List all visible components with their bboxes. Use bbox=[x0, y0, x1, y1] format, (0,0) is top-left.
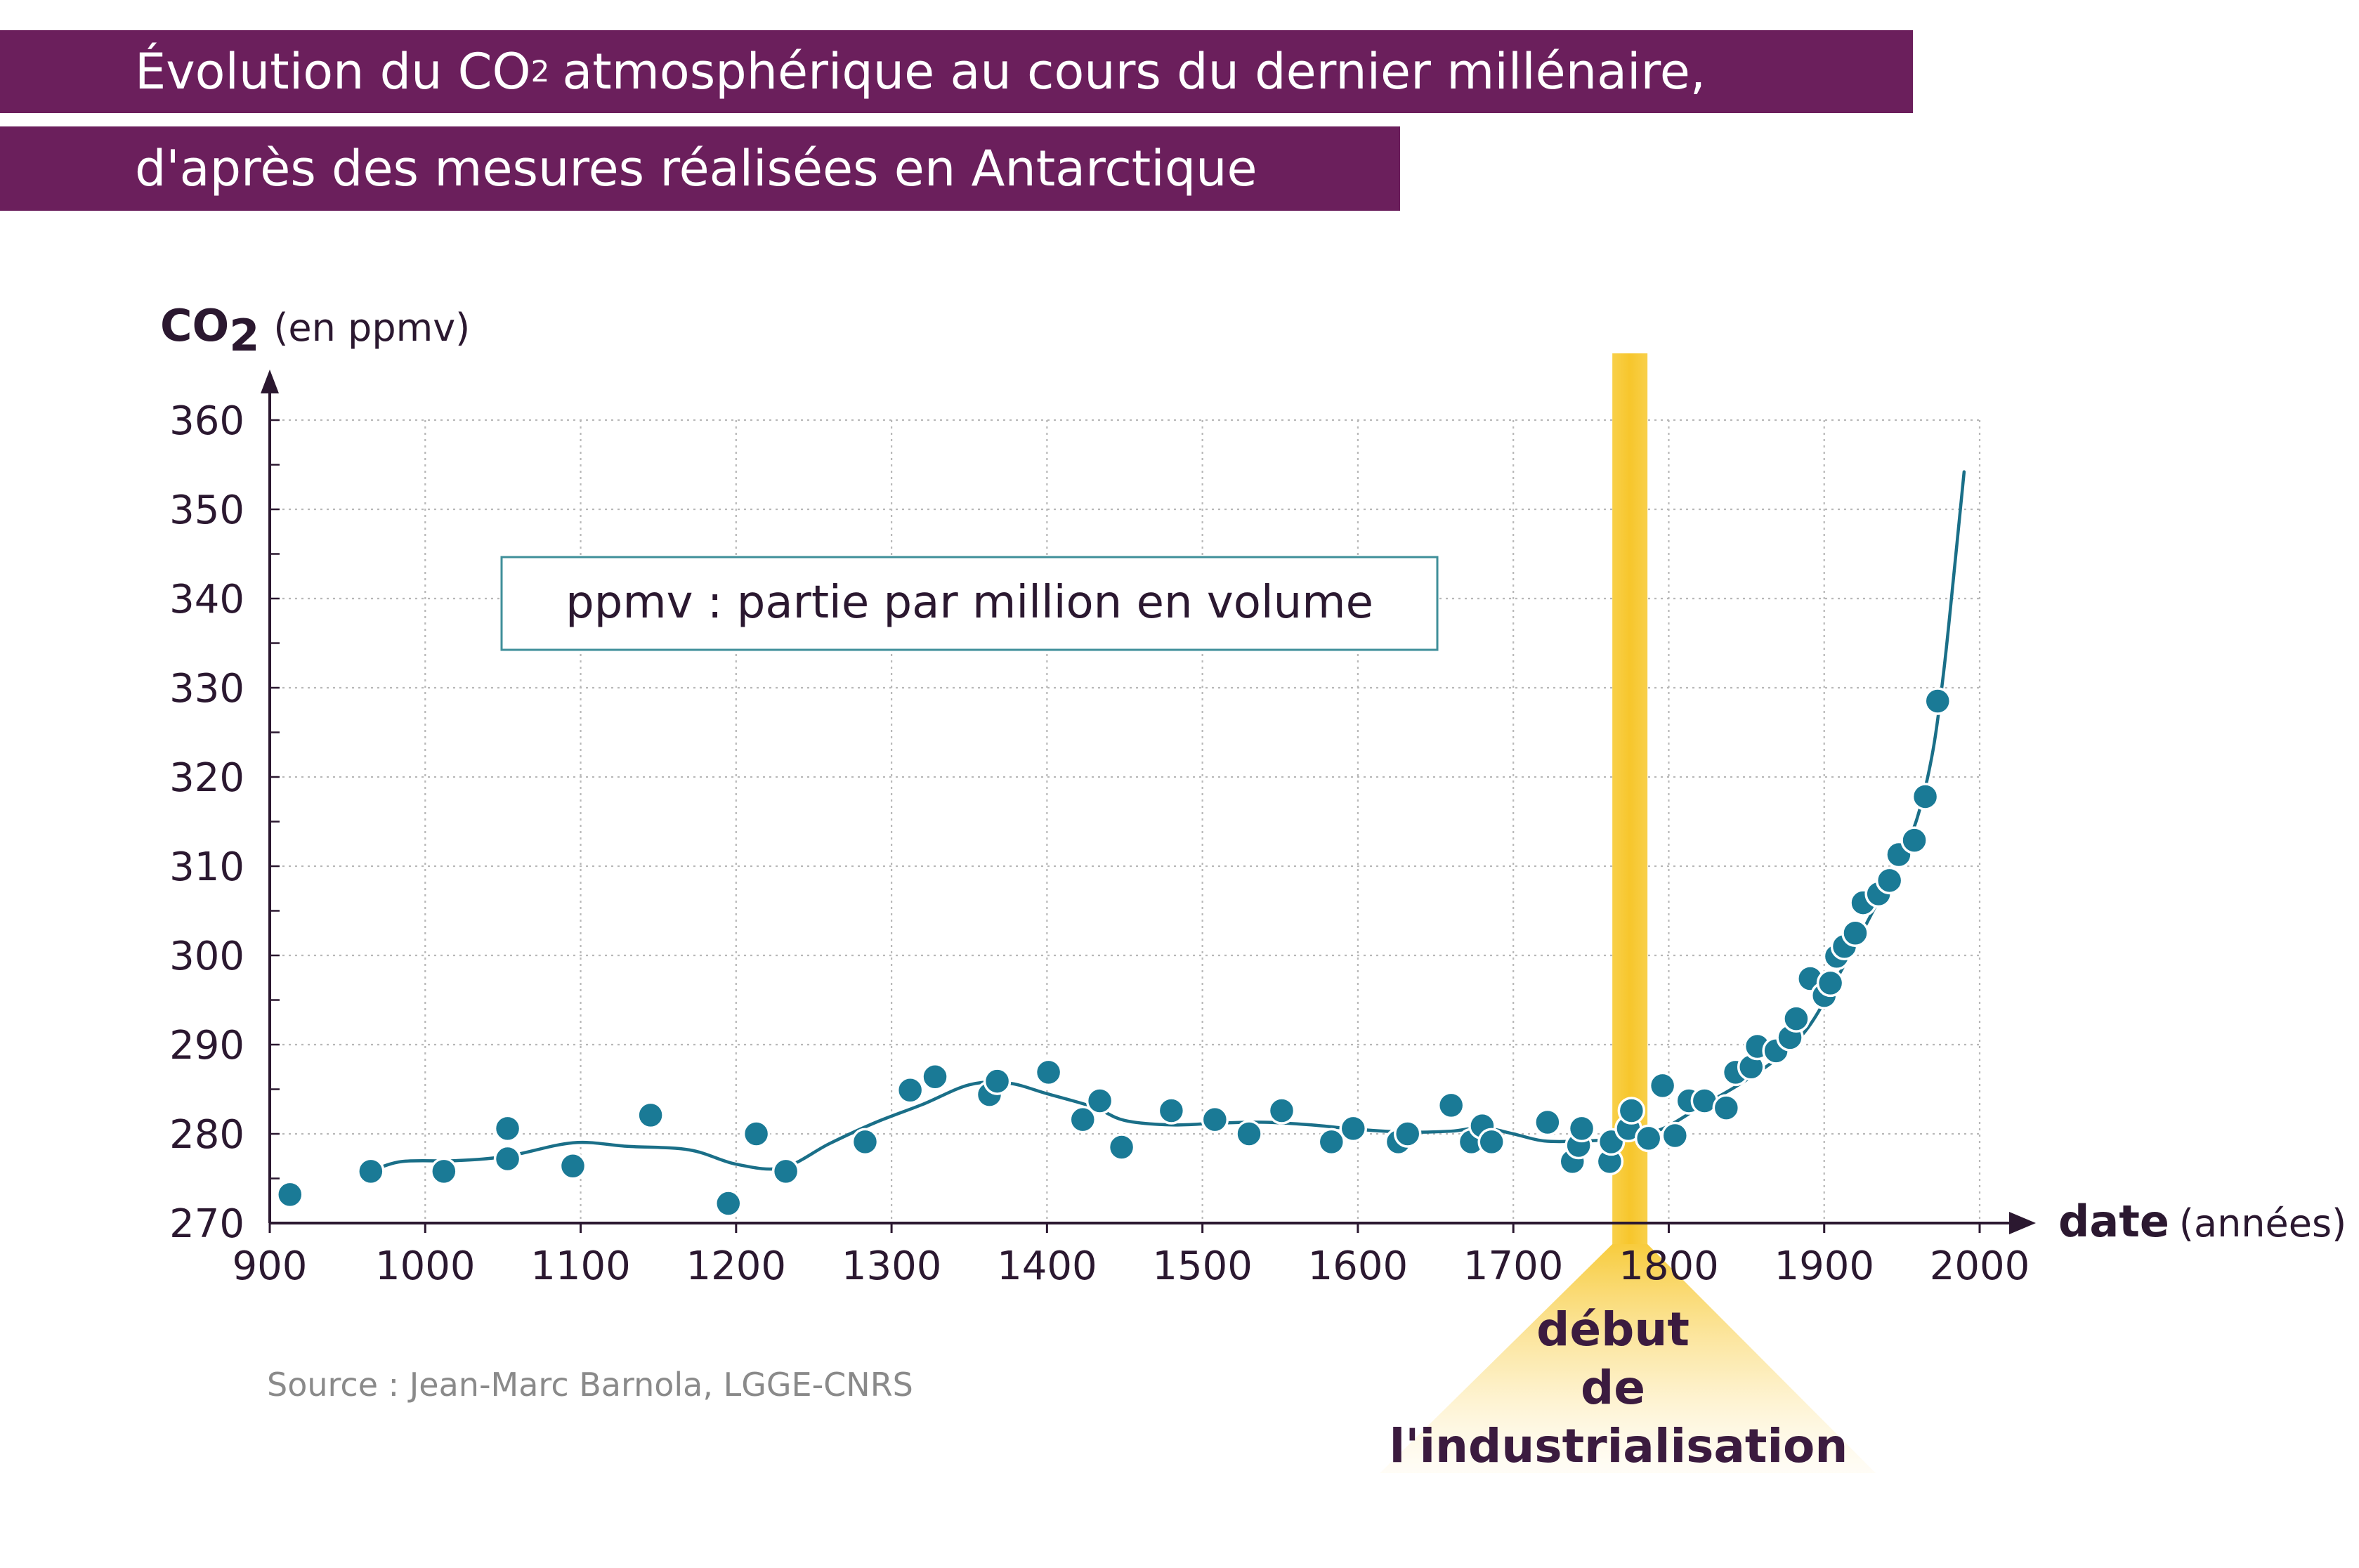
data-point-30 bbox=[1477, 1128, 1505, 1156]
data-point-59 bbox=[1875, 866, 1904, 895]
data-point-10 bbox=[851, 1128, 880, 1156]
y-tick-label-280: 280 bbox=[169, 1112, 244, 1158]
data-point-56 bbox=[1841, 919, 1869, 947]
data-point-27 bbox=[1437, 1091, 1465, 1120]
y-tick-label-330: 330 bbox=[169, 666, 244, 712]
y-tick-label-300: 300 bbox=[169, 934, 244, 979]
data-points bbox=[276, 687, 1952, 1217]
data-point-23 bbox=[1317, 1128, 1346, 1156]
x-tick-label-1300: 1300 bbox=[842, 1243, 942, 1289]
note-box-frame bbox=[500, 556, 1439, 651]
data-point-1 bbox=[357, 1157, 385, 1186]
title-line-1-pre: Évolution du CO bbox=[135, 43, 531, 100]
data-point-15 bbox=[1034, 1058, 1063, 1087]
y-axis-title: CO2 (en ppmv) bbox=[160, 300, 470, 361]
data-point-63 bbox=[1923, 687, 1952, 715]
data-point-53 bbox=[1816, 969, 1845, 998]
note-box: ppmv : partie par million en volume bbox=[500, 556, 1439, 651]
y-minor-ticks bbox=[270, 419, 280, 1224]
y-axis-title-subscript: 2 bbox=[229, 310, 259, 361]
y-axis-title-unit: (en ppmv) bbox=[273, 306, 470, 350]
y-tick-labels: 270 280 290 300 310 320 330 340 350 360 bbox=[169, 398, 244, 1247]
data-point-41 bbox=[1661, 1121, 1690, 1150]
data-point-14 bbox=[983, 1067, 1012, 1095]
data-point-40 bbox=[1648, 1071, 1677, 1100]
data-point-8 bbox=[742, 1120, 771, 1148]
industrialisation-line-1: début bbox=[1536, 1302, 1690, 1357]
y-tick-label-340: 340 bbox=[169, 577, 244, 622]
data-point-5 bbox=[558, 1151, 587, 1180]
x-tick-label-1100: 1100 bbox=[530, 1243, 631, 1289]
y-tick-label-310: 310 bbox=[169, 844, 244, 890]
x-tick-label-1600: 1600 bbox=[1308, 1243, 1409, 1289]
x-tick-label-1900: 1900 bbox=[1774, 1243, 1874, 1289]
x-tick-label-1000: 1000 bbox=[375, 1243, 476, 1289]
industrialisation-line-2: de bbox=[1581, 1361, 1645, 1415]
title-line-1-post: atmosphérique au cours du dernier millén… bbox=[562, 43, 1706, 100]
x-axis-title-unit: (années) bbox=[2179, 1201, 2346, 1246]
x-axis-title-date: date bbox=[2058, 1196, 2169, 1247]
data-point-34 bbox=[1567, 1114, 1596, 1143]
data-point-3 bbox=[493, 1114, 522, 1143]
y-tick-label-350: 350 bbox=[169, 488, 244, 533]
industrialisation-line-3: l'industrialisation bbox=[1390, 1419, 1848, 1473]
x-axis-title: date (années) bbox=[2058, 1196, 2346, 1247]
data-point-20 bbox=[1201, 1105, 1229, 1134]
data-point-6 bbox=[636, 1101, 665, 1130]
x-tick-label-900: 900 bbox=[233, 1243, 308, 1289]
data-point-31 bbox=[1534, 1108, 1562, 1137]
data-point-18 bbox=[1107, 1133, 1136, 1161]
x-tick-label-1400: 1400 bbox=[997, 1243, 1097, 1289]
data-point-16 bbox=[1069, 1105, 1097, 1134]
data-point-19 bbox=[1157, 1097, 1186, 1125]
x-tick-label-2000: 2000 bbox=[1930, 1243, 2030, 1289]
y-tick-label-290: 290 bbox=[169, 1023, 244, 1069]
data-point-50 bbox=[1782, 1005, 1810, 1033]
data-point-26 bbox=[1393, 1120, 1422, 1148]
data-point-0 bbox=[276, 1180, 304, 1209]
note-text: ppmv : partie par million en volume bbox=[566, 577, 1373, 629]
title-line-1: Évolution du CO 2 atmosphérique au cours d… bbox=[0, 30, 1913, 113]
data-point-2 bbox=[430, 1157, 458, 1186]
y-tick-label-270: 270 bbox=[169, 1201, 244, 1247]
x-axis-arrow bbox=[2009, 1212, 2036, 1234]
x-tick-label-1200: 1200 bbox=[686, 1243, 787, 1289]
x-tick-label-1500: 1500 bbox=[1152, 1243, 1253, 1289]
data-point-39 bbox=[1634, 1124, 1663, 1153]
data-point-7 bbox=[714, 1189, 743, 1217]
x-tick-label-1800: 1800 bbox=[1619, 1243, 1719, 1289]
data-point-12 bbox=[921, 1062, 949, 1091]
x-tick-labels: 900 1000 1100 1200 1300 1400 1500 1600 1700 1800 1… bbox=[233, 1223, 2030, 1289]
title-co2-subscript: 2 bbox=[530, 54, 550, 89]
data-point-4 bbox=[493, 1144, 522, 1173]
data-point-44 bbox=[1712, 1094, 1741, 1122]
industrialisation-band bbox=[1612, 353, 1648, 1244]
industrialisation-fan bbox=[1380, 1244, 1876, 1473]
source-text: Source : Jean-Marc Barnola, LGGE-CNRS bbox=[267, 1366, 913, 1404]
x-tick-label-1700: 1700 bbox=[1463, 1243, 1564, 1289]
data-point-24 bbox=[1339, 1114, 1368, 1143]
data-point-22 bbox=[1267, 1097, 1296, 1125]
axes bbox=[261, 370, 2036, 1234]
data-point-61 bbox=[1900, 826, 1928, 854]
data-point-21 bbox=[1235, 1120, 1263, 1148]
data-point-9 bbox=[771, 1157, 800, 1186]
title-line-2-text: d'après des mesures réalisées en Antarct… bbox=[135, 140, 1257, 197]
y-axis-title-co: CO bbox=[160, 300, 229, 351]
title-line-2: d'après des mesures réalisées en Antarct… bbox=[0, 126, 1400, 211]
data-point-17 bbox=[1085, 1087, 1114, 1115]
y-tick-label-360: 360 bbox=[169, 398, 244, 444]
y-tick-label-320: 320 bbox=[169, 755, 244, 801]
data-point-11 bbox=[896, 1076, 924, 1104]
data-point-38 bbox=[1617, 1097, 1646, 1125]
industrialisation-label: début de l'industrialisation bbox=[1390, 1302, 1848, 1473]
y-axis-arrow bbox=[261, 370, 279, 393]
data-point-62 bbox=[1911, 783, 1940, 811]
